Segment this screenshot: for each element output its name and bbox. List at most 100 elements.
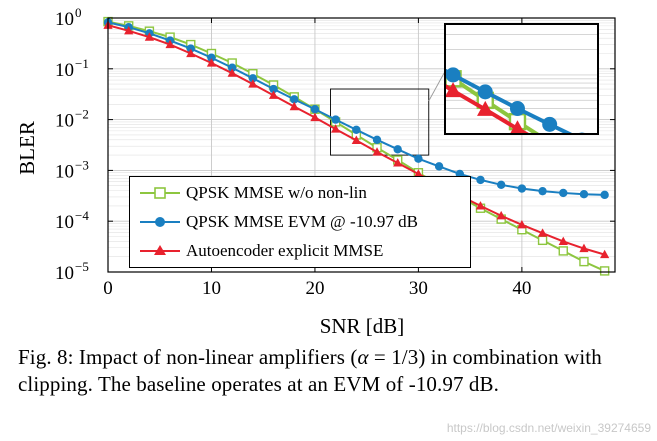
inset-data-point-triangle xyxy=(477,100,494,116)
data-point-triangle xyxy=(475,201,486,210)
plot-frame xyxy=(107,17,616,273)
x-tick-label: 0 xyxy=(103,278,113,299)
y-tick-exponent: 0 xyxy=(75,5,82,20)
inset-series-2 xyxy=(445,82,591,172)
data-point-circle xyxy=(476,175,485,185)
legend-label-autoencoder: Autoencoder explicit MMSE xyxy=(186,241,384,260)
data-point-triangle xyxy=(206,58,217,67)
data-point-triangle xyxy=(579,243,589,253)
watermark: https://blog.csdn.net/weixin_39274659 xyxy=(446,421,651,435)
data-point-square xyxy=(558,246,568,256)
figure-caption: Fig. 8: Impact of non-linear amplifiers … xyxy=(18,344,630,398)
inset-content xyxy=(445,24,598,172)
y-tick-label: 10 xyxy=(55,9,74,30)
data-point-triangle xyxy=(413,169,424,178)
data-point-circle xyxy=(290,95,299,104)
x-tick-label: 30 xyxy=(409,278,428,299)
data-point-triangle xyxy=(393,158,403,167)
x-tick-label: 20 xyxy=(305,278,324,299)
y-tick-exponent: −4 xyxy=(75,208,89,223)
legend-item-autoencoder: Autoencoder explicit MMSE xyxy=(138,239,468,263)
data-point-circle xyxy=(559,188,568,198)
data-point-circle xyxy=(414,154,423,163)
y-axis-label: BLER xyxy=(15,121,39,175)
inset-data-point-circle xyxy=(445,67,461,83)
y-tick-exponent: −5 xyxy=(75,259,89,274)
series-2 xyxy=(103,20,610,259)
data-point-circle xyxy=(496,180,506,190)
legend-label-qpsk-mmse: QPSK MMSE w/o non-lin xyxy=(186,183,367,202)
y-tick-label: 10 xyxy=(55,212,74,233)
y-tick-exponent: −3 xyxy=(75,157,89,172)
data-point-triangle xyxy=(144,32,155,41)
legend: QPSK MMSE w/o non-lin QPSK MMSE EVM @ -1… xyxy=(129,176,471,268)
data-point-triangle xyxy=(165,39,175,49)
x-tick-label: 40 xyxy=(512,278,531,299)
caption-prefix: Fig. 8: Impact of non-linear amplifiers … xyxy=(18,345,358,369)
legend-marker-triangle-icon xyxy=(140,245,180,255)
data-point-triangle xyxy=(558,236,568,245)
zoom-connector-line xyxy=(428,71,446,102)
data-point-circle xyxy=(310,105,320,114)
data-point-triangle xyxy=(496,210,506,220)
series-layer xyxy=(103,16,610,276)
inset-frame xyxy=(444,23,599,135)
data-point-circle xyxy=(538,186,547,196)
legend-item-qpsk-evm: QPSK MMSE EVM @ -10.97 dB xyxy=(138,210,468,234)
caption-equals: = 1/3 xyxy=(368,345,419,369)
y-tick-label: 10 xyxy=(55,111,74,132)
y-tick-exponent: −1 xyxy=(75,56,89,71)
data-point-triangle xyxy=(227,68,237,77)
caption-suffix: ) in combination with clipping. The base… xyxy=(18,345,602,396)
inset-data-point-triangle xyxy=(574,157,591,172)
data-point-triangle xyxy=(186,48,196,58)
data-point-circle xyxy=(600,190,609,200)
inset-data-point-circle xyxy=(509,101,525,117)
y-tick-label: 10 xyxy=(55,60,74,81)
y-tick-label: 10 xyxy=(55,263,74,284)
data-point-triangle xyxy=(268,90,279,99)
data-point-triangle xyxy=(289,101,299,111)
data-point-circle xyxy=(248,74,258,83)
zoom-inset xyxy=(428,23,599,172)
data-point-circle xyxy=(207,53,216,62)
x-tick-label: 10 xyxy=(202,278,221,299)
data-point-circle xyxy=(269,84,278,94)
inset-data-point-circle xyxy=(542,116,558,132)
legend-marker-circle-icon xyxy=(140,217,180,227)
data-point-square xyxy=(599,266,610,276)
inset-series-1 xyxy=(445,67,587,134)
data-point-triangle xyxy=(600,249,610,259)
data-point-triangle xyxy=(372,147,382,156)
data-point-circle xyxy=(579,190,589,199)
caption-alpha: α xyxy=(357,345,369,369)
data-point-circle xyxy=(186,44,195,53)
x-axis-label: SNR [dB] xyxy=(320,314,405,338)
inset-data-point-triangle xyxy=(445,82,462,98)
y-tick-label: 10 xyxy=(55,161,74,182)
data-point-triangle xyxy=(310,112,320,122)
data-point-triangle xyxy=(351,135,361,144)
data-point-triangle xyxy=(248,79,258,88)
inset-data-point-circle xyxy=(477,84,493,100)
inset-data-point-square xyxy=(574,156,589,171)
axes-frame xyxy=(107,17,616,273)
data-point-square xyxy=(537,235,548,246)
data-point-circle xyxy=(434,162,444,171)
data-point-triangle xyxy=(537,228,548,237)
data-point-circle xyxy=(352,125,361,134)
y-tick-exponent: −2 xyxy=(75,107,89,122)
data-point-circle xyxy=(393,145,402,154)
inset-data-point-square xyxy=(540,133,559,134)
legend-label-qpsk-evm: QPSK MMSE EVM @ -10.97 dB xyxy=(186,212,418,231)
data-point-square xyxy=(579,256,589,267)
inset-data-point-triangle xyxy=(509,120,526,134)
data-point-triangle xyxy=(331,124,341,133)
data-point-circle xyxy=(227,63,237,72)
data-point-circle xyxy=(372,135,382,145)
series-1 xyxy=(103,18,609,200)
data-point-triangle xyxy=(517,219,527,229)
data-point-circle xyxy=(517,184,527,193)
